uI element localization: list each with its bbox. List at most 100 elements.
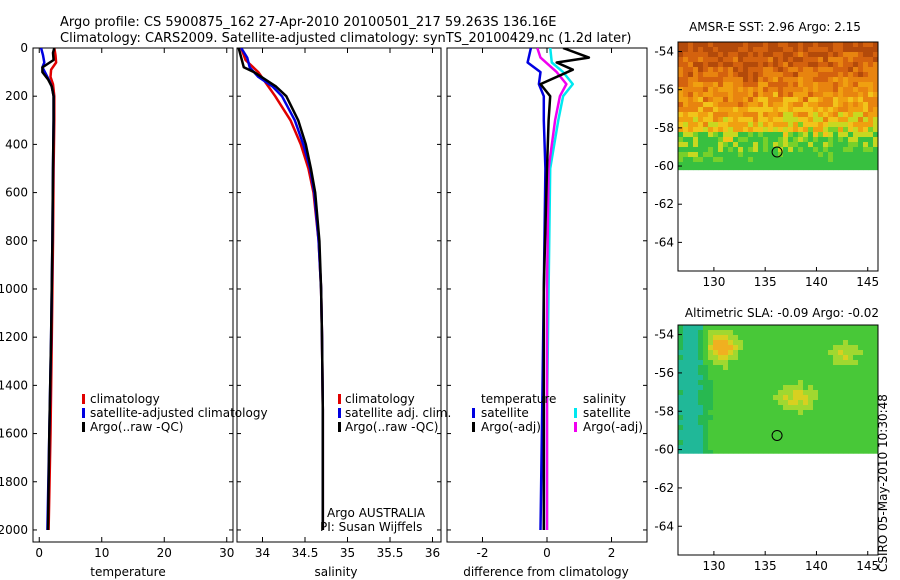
heatmap-cell (698, 87, 704, 93)
heatmap-cell (873, 162, 879, 168)
heatmap-cell (838, 142, 844, 148)
heatmap-cell (798, 415, 804, 421)
heatmap-cell (763, 355, 769, 361)
heatmap-cell (773, 450, 779, 454)
heatmap-cell (783, 142, 789, 148)
heatmap-cell (708, 127, 714, 133)
heatmap-cell (863, 335, 869, 341)
heatmap-cell (703, 410, 709, 416)
heatmap-cell (738, 325, 744, 331)
heatmap-cell (873, 62, 879, 68)
heatmap-cell (693, 157, 699, 163)
heatmap-cell (828, 405, 834, 411)
heatmap-cell (693, 57, 699, 63)
heatmap-cell (833, 147, 839, 153)
heatmap-cell (758, 162, 764, 168)
heatmap-cell (868, 380, 874, 386)
heatmap-cell (833, 102, 839, 108)
heatmap-cell (858, 132, 864, 138)
heatmap-cell (763, 47, 769, 53)
heatmap-cell (818, 82, 824, 88)
heatmap-cell (863, 127, 869, 133)
heatmap-cell (868, 47, 874, 53)
heatmap-cell (803, 415, 809, 421)
heatmap-cell (798, 57, 804, 63)
heatmap-cell (773, 57, 779, 63)
temperature-xtick-label: 20 (157, 546, 172, 560)
heatmap-cell (848, 152, 854, 158)
heatmap-cell (738, 330, 744, 336)
heatmap-cell (823, 410, 829, 416)
heatmap-cell (688, 385, 694, 391)
heatmap-cell (843, 157, 849, 163)
heatmap-cell (713, 52, 719, 58)
heatmap-cell (868, 112, 874, 118)
heatmap-cell (818, 117, 824, 123)
heatmap-cell (723, 72, 729, 78)
heatmap-cell (753, 425, 759, 431)
heatmap-cell (803, 380, 809, 386)
heatmap-cell (753, 112, 759, 118)
heatmap-cell (728, 52, 734, 58)
heatmap-cell (803, 345, 809, 351)
heatmap-cell (808, 92, 814, 98)
heatmap-cell (853, 127, 859, 133)
heatmap-cell (763, 117, 769, 123)
heatmap-cell (793, 365, 799, 371)
heatmap-cell (713, 450, 719, 454)
heatmap-cell (823, 350, 829, 356)
heatmap-cell (758, 122, 764, 128)
figure-title-line1: Argo profile: CS 5900875_162 27-Apr-2010… (60, 15, 556, 30)
heatmap-cell (803, 365, 809, 371)
heatmap-cell (678, 162, 684, 168)
heatmap-cell (773, 445, 779, 451)
heatmap-cell (768, 127, 774, 133)
heatmap-cell (703, 92, 709, 98)
heatmap-cell (823, 87, 829, 93)
heatmap-cell (763, 72, 769, 78)
heatmap-cell (823, 102, 829, 108)
heatmap-cell (873, 405, 879, 411)
heatmap-cell (833, 375, 839, 381)
heatmap-cell (733, 162, 739, 168)
heatmap-cell (793, 440, 799, 446)
heatmap-cell (858, 142, 864, 148)
heatmap-cell (743, 132, 749, 138)
heatmap-cell (698, 335, 704, 341)
heatmap-cell (733, 390, 739, 396)
heatmap-cell (693, 335, 699, 341)
heatmap-cell (783, 370, 789, 376)
heatmap-cell (698, 440, 704, 446)
heatmap-cell (738, 335, 744, 341)
heatmap-cell (683, 152, 689, 158)
heatmap-cell (738, 67, 744, 73)
heatmap-cell (828, 395, 834, 401)
heatmap-cell (683, 87, 689, 93)
heatmap-cell (873, 127, 879, 133)
heatmap-cell (858, 62, 864, 68)
heatmap-cell (743, 335, 749, 341)
heatmap-cell (828, 92, 834, 98)
heatmap-cell (758, 137, 764, 143)
heatmap-cell (733, 435, 739, 441)
heatmap-cell (703, 365, 709, 371)
heatmap-cell (738, 47, 744, 53)
heatmap-cell (683, 350, 689, 356)
heatmap-cell (758, 415, 764, 421)
heatmap-cell (833, 47, 839, 53)
heatmap-cell (798, 72, 804, 78)
heatmap-cell (703, 47, 709, 53)
heatmap-cell (803, 167, 809, 171)
heatmap-cell (853, 375, 859, 381)
heatmap-cell (698, 152, 704, 158)
heatmap-cell (858, 370, 864, 376)
heatmap-cell (803, 330, 809, 336)
heatmap-cell (713, 57, 719, 63)
heatmap-cell (708, 330, 714, 336)
heatmap-cell (818, 360, 824, 366)
heatmap-cell (693, 415, 699, 421)
heatmap-cell (848, 365, 854, 371)
heatmap-cell (858, 335, 864, 341)
heatmap-cell (873, 380, 879, 386)
heatmap-cell (768, 102, 774, 108)
